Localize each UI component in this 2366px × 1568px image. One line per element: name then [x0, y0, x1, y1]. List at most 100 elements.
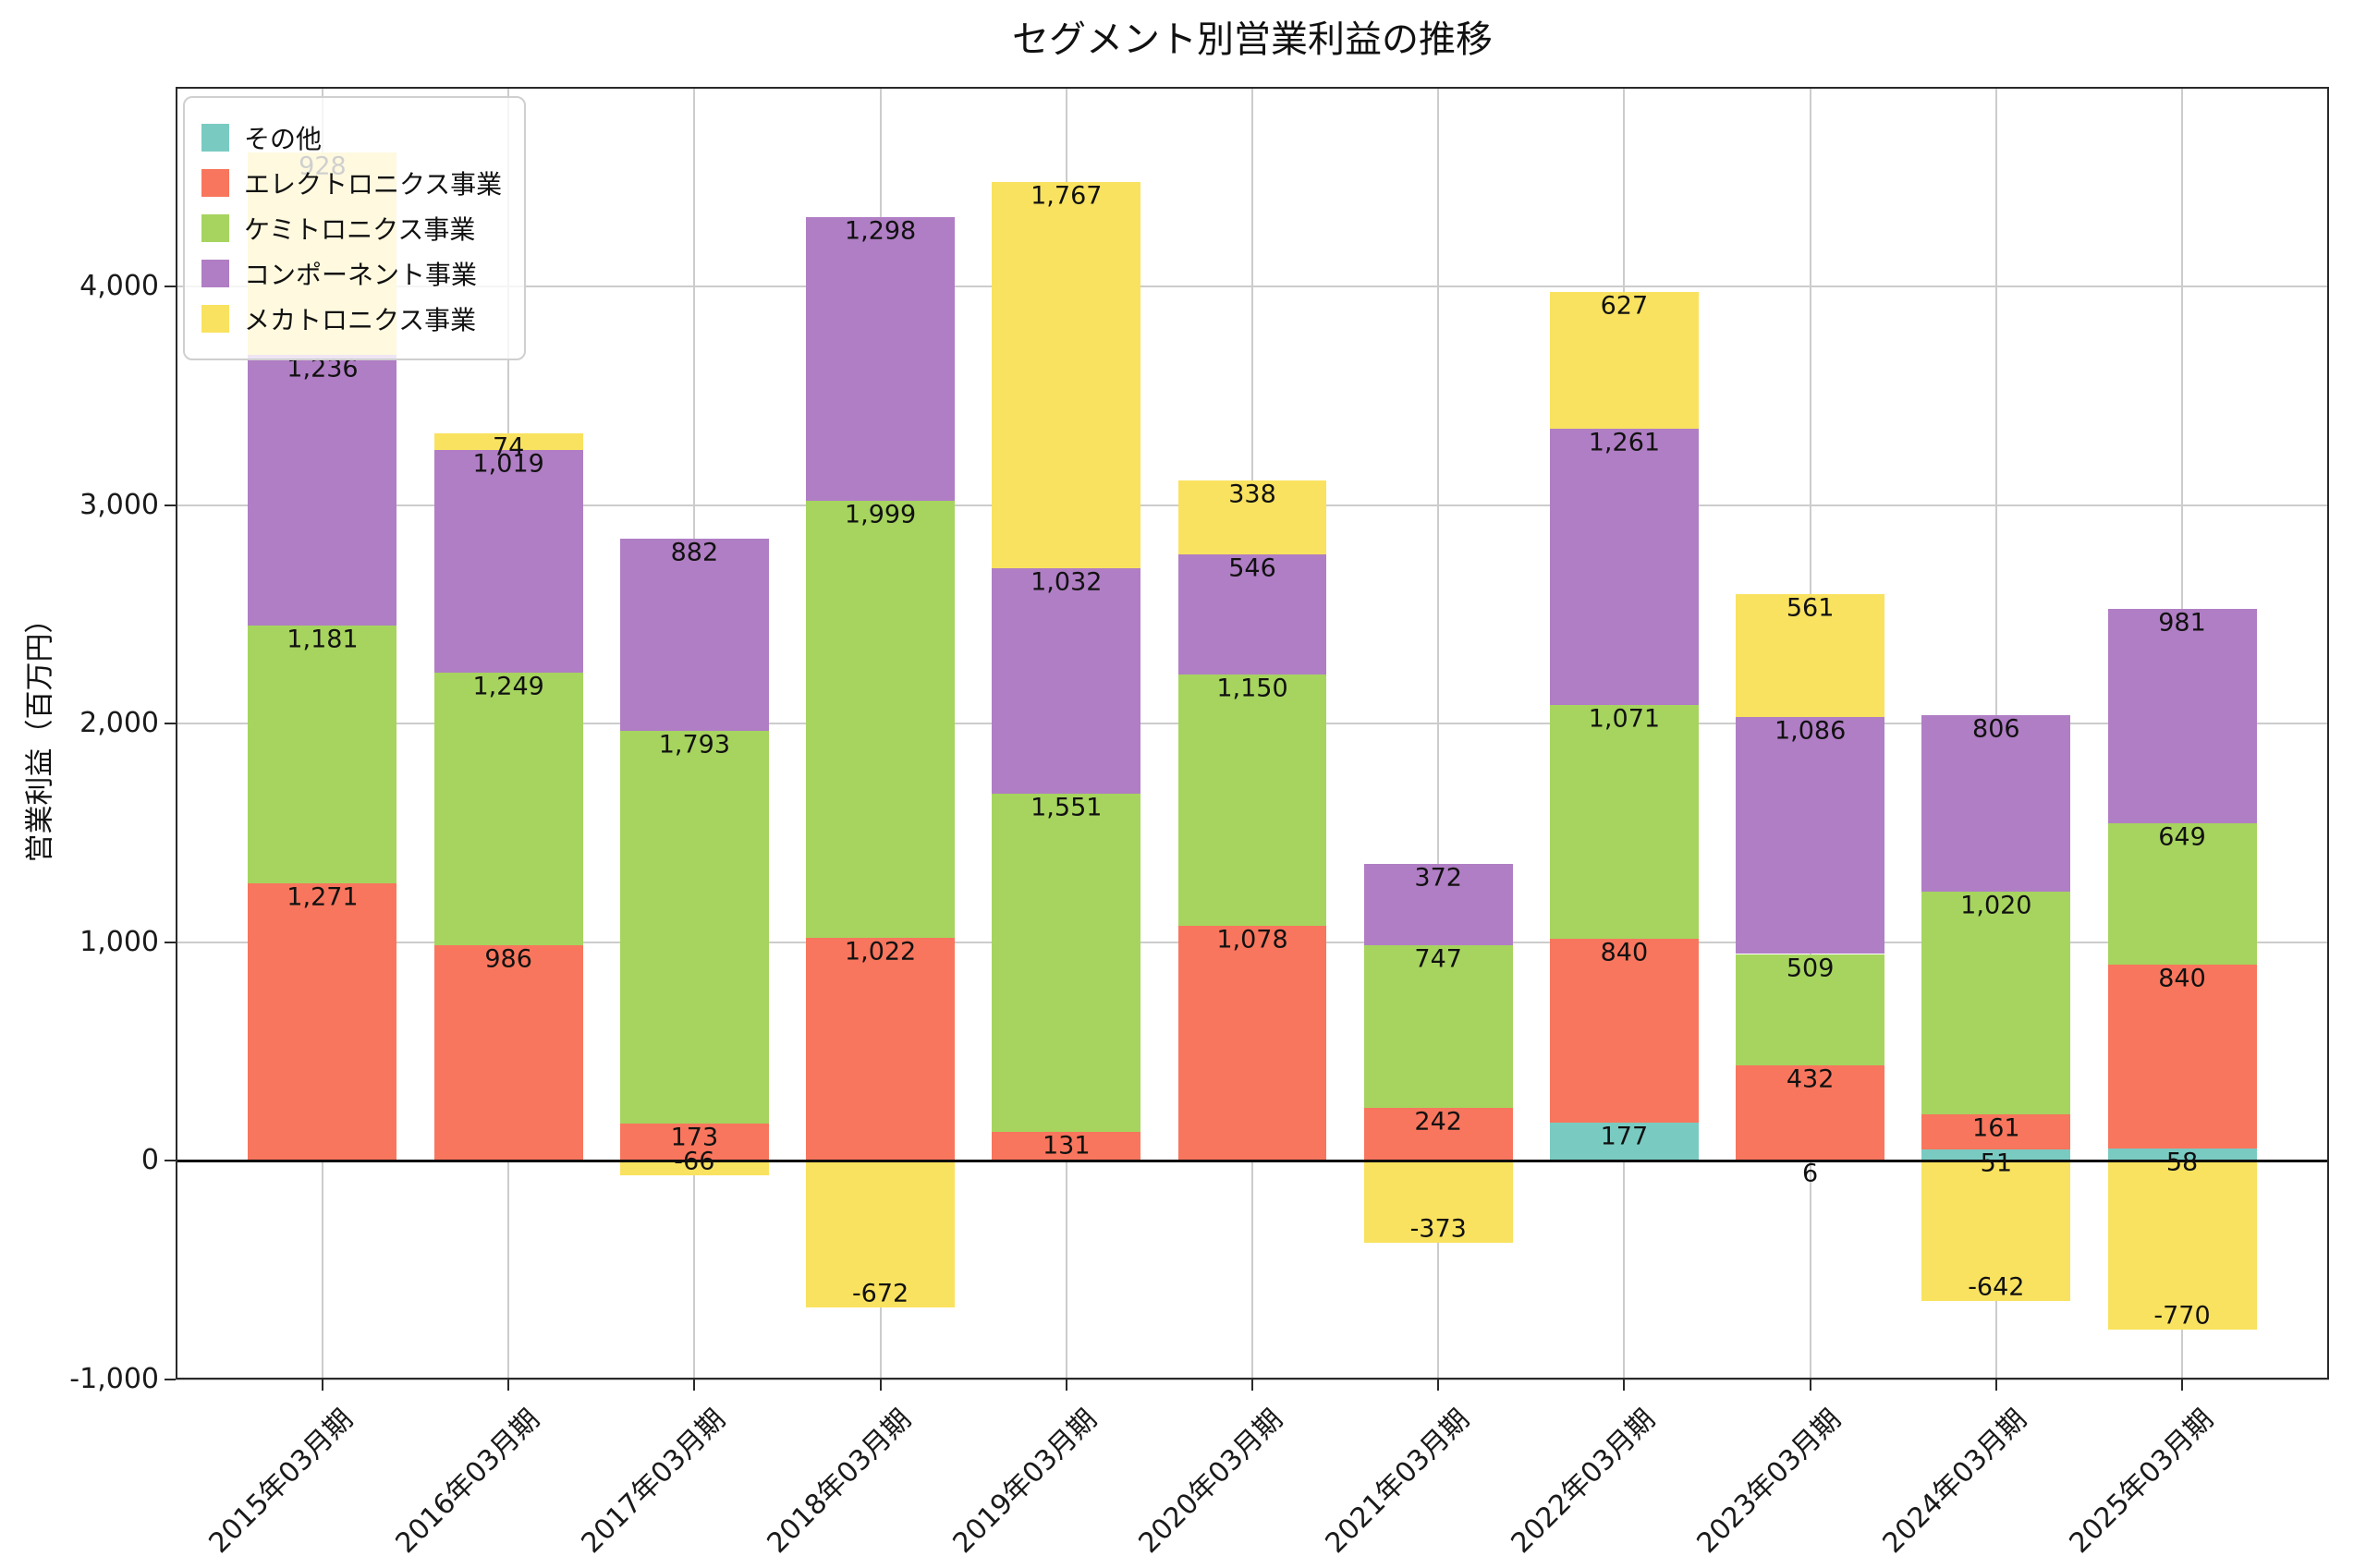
bar-value-label: 1,020 — [1960, 891, 2032, 920]
bar-segment — [1921, 1114, 2071, 1150]
bar-segment — [433, 945, 583, 1161]
x-tick-mark — [1809, 1380, 1811, 1391]
bar-value-label: 747 — [1414, 944, 1462, 974]
legend-swatch-icon — [201, 305, 229, 333]
bar-segment — [433, 449, 583, 673]
bar-value-label: 1,271 — [287, 882, 359, 912]
x-tick-label: 2024年03月期 — [1876, 1403, 2034, 1561]
bar-segment — [433, 433, 583, 450]
x-tick-mark — [879, 1380, 882, 1391]
bar-value-label: 1,793 — [658, 730, 731, 760]
legend-item: エレクトロニクス事業 — [201, 164, 502, 201]
bar-segment — [1921, 1161, 2071, 1302]
bar-segment — [2107, 608, 2257, 823]
bar-segment — [1363, 944, 1513, 1109]
bar-segment — [992, 1132, 1141, 1161]
bar-value-label: 627 — [1600, 291, 1649, 321]
zero-line — [176, 1159, 2329, 1162]
legend-item: ケミトロニクス事業 — [201, 210, 502, 247]
bar-value-label: 338 — [1228, 480, 1276, 509]
bar-segment — [248, 882, 397, 1161]
bar-segment — [1549, 429, 1699, 705]
bar-value-label: 51 — [1980, 1149, 2013, 1178]
bar-segment — [619, 1161, 769, 1176]
bar-segment — [619, 538, 769, 732]
bar-value-label: 242 — [1414, 1107, 1462, 1136]
x-tick-mark — [321, 1380, 323, 1391]
bar-value-label: 1,261 — [1588, 428, 1661, 457]
x-tick-mark — [1994, 1380, 1997, 1391]
bar-value-label: 161 — [1972, 1113, 2020, 1143]
y-tick-label: 0 — [140, 1144, 159, 1177]
x-tick-label: 2017年03月期 — [575, 1403, 732, 1561]
bar-value-label: 1,086 — [1774, 716, 1847, 746]
y-tick-label: 4,000 — [79, 270, 159, 303]
bar-value-label: -672 — [851, 1279, 909, 1308]
x-tick-label: 2018年03月期 — [761, 1403, 918, 1561]
x-tick-mark — [2181, 1380, 2184, 1391]
y-tick-mark — [165, 1379, 176, 1380]
legend-label: メカトロニクス事業 — [244, 305, 477, 335]
bar-segment — [1549, 1122, 1699, 1161]
y-tick-label: 3,000 — [79, 488, 159, 521]
legend-item: その他 — [201, 119, 502, 156]
bar-value-label: 1,022 — [844, 937, 917, 966]
bar-segment — [1549, 704, 1699, 939]
legend-label: コンポーネント事業 — [244, 260, 478, 290]
x-tick-label: 2016年03月期 — [389, 1403, 546, 1561]
legend-label: ケミトロニクス事業 — [244, 214, 476, 245]
bar-segment — [1736, 716, 1885, 954]
bar-value-label: 1,150 — [1216, 674, 1288, 703]
bar-value-label: 840 — [1600, 938, 1649, 967]
bar-segment — [806, 216, 956, 501]
x-tick-mark — [1623, 1380, 1626, 1391]
legend-label: その他 — [244, 124, 323, 154]
bar-segment — [992, 793, 1141, 1133]
x-tick-mark — [1251, 1380, 1253, 1391]
bar-value-label: 986 — [484, 944, 532, 974]
bar-segment — [1549, 938, 1699, 1123]
bar-segment — [1921, 1149, 2071, 1161]
bar-segment — [1736, 1064, 1885, 1161]
bar-segment — [248, 625, 397, 883]
bar-segment — [1177, 925, 1327, 1161]
bar-segment — [619, 731, 769, 1124]
bar-segment — [2107, 1161, 2257, 1330]
x-tick-mark — [507, 1380, 510, 1391]
bar-segment — [1177, 480, 1327, 555]
x-tick-label: 2015年03月期 — [203, 1403, 360, 1561]
legend-swatch-icon — [201, 214, 229, 242]
y-tick-mark — [165, 504, 176, 506]
legend: その他エレクトロニクス事業ケミトロニクス事業 コンポーネント事業 メカトロニクス事業 — [183, 96, 527, 360]
bar-segment — [1363, 1108, 1513, 1161]
x-tick-mark — [1437, 1380, 1440, 1391]
bar-value-label: 1,767 — [1031, 181, 1103, 211]
bar-value-label: 6 — [1802, 1159, 1819, 1188]
x-tick-label: 2021年03月期 — [1319, 1403, 1476, 1561]
bar-value-label: 1,181 — [287, 625, 359, 654]
bar-segment — [248, 355, 397, 626]
bar-value-label: 372 — [1414, 863, 1462, 893]
bar-segment — [2107, 965, 2257, 1149]
bar-segment — [806, 500, 956, 938]
y-tick-label: -1,000 — [69, 1363, 159, 1395]
bar-value-label: -770 — [2153, 1301, 2211, 1331]
bar-segment — [1549, 292, 1699, 430]
bar-value-label: 840 — [2158, 964, 2206, 993]
y-tick-mark — [165, 286, 176, 288]
bar-value-label: 649 — [2158, 822, 2206, 852]
x-tick-mark — [1065, 1380, 1067, 1391]
legend-item: メカトロニクス事業 — [201, 300, 502, 337]
bar-value-label: 1,032 — [1031, 567, 1103, 597]
bar-value-label: 173 — [670, 1123, 719, 1152]
x-tick-label: 2019年03月期 — [946, 1403, 1104, 1561]
bar-value-label: -642 — [1968, 1272, 2025, 1302]
bar-segment — [806, 937, 956, 1161]
x-tick-label: 2023年03月期 — [1690, 1403, 1848, 1561]
bar-value-label: -373 — [1409, 1214, 1467, 1244]
y-axis-label: 営業利益（百万円） — [23, 604, 57, 863]
bar-segment — [1177, 554, 1327, 675]
legend-item: コンポーネント事業 — [201, 255, 502, 292]
bar-segment — [1921, 892, 2071, 1115]
